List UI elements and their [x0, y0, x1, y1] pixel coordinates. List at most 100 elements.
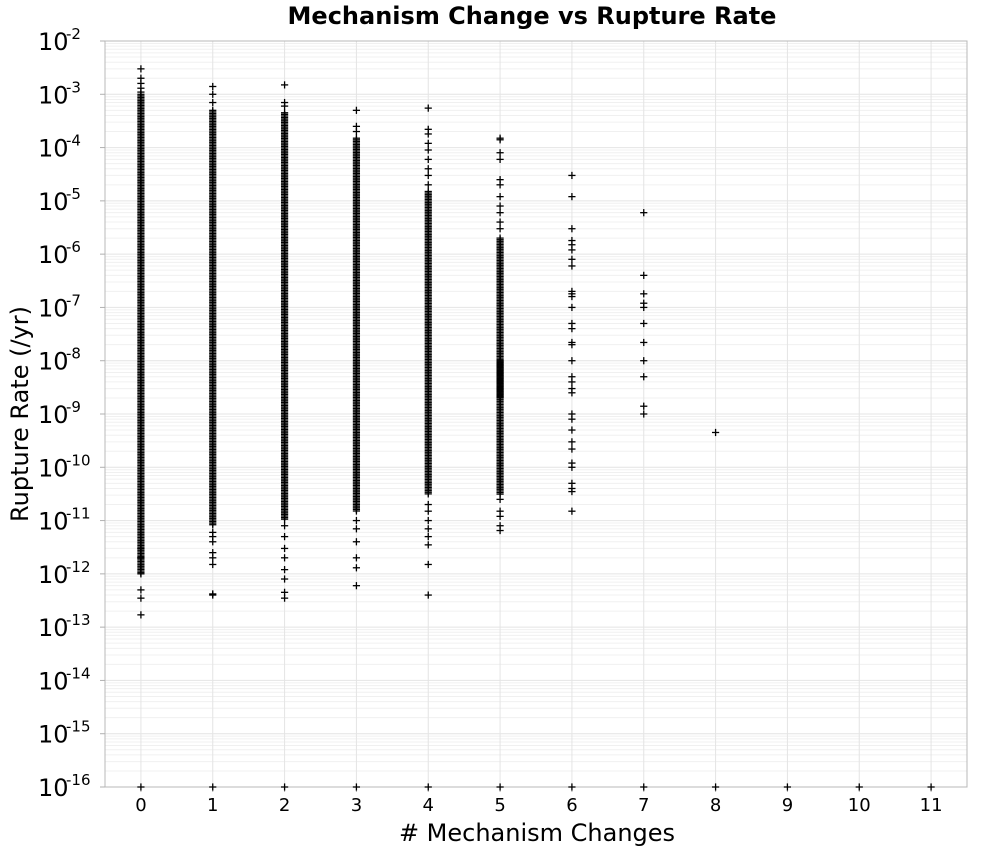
data-point [568, 783, 576, 791]
y-tick-base: 10 [38, 508, 69, 536]
y-tick-exponent: -3 [66, 78, 81, 96]
data-point [352, 783, 361, 791]
x-tick-label: 11 [920, 795, 943, 816]
y-tick-exponent: -4 [66, 132, 81, 150]
y-tick-exponent: -10 [66, 451, 91, 469]
data-point [568, 246, 576, 254]
y-tick-exponent: -13 [66, 611, 91, 629]
data-point [352, 127, 361, 136]
data-point [568, 225, 576, 233]
data-point [280, 515, 289, 523]
y-tick-label: 10-9 [38, 398, 81, 429]
data-point [424, 130, 432, 138]
data-point [424, 139, 432, 147]
data-point [424, 560, 432, 569]
x-tick-label: 0 [135, 795, 146, 816]
x-tick-label: 9 [782, 795, 793, 816]
data-point [640, 303, 648, 312]
y-tick-exponent: -12 [66, 558, 91, 576]
data-point [496, 512, 504, 520]
data-point [568, 415, 576, 423]
y-tick-exponent: -9 [66, 398, 81, 416]
data-point [352, 564, 361, 572]
data-point [424, 155, 432, 163]
data-point [352, 507, 361, 515]
data-point [209, 90, 217, 98]
data-point [711, 428, 720, 437]
data-point [137, 594, 145, 602]
data-point [640, 338, 648, 347]
data-point [209, 783, 217, 791]
data-point [496, 218, 504, 226]
data-point [496, 209, 504, 217]
data-point [496, 149, 504, 157]
x-tick-label: 4 [423, 795, 434, 816]
y-tick-label: 10-12 [38, 558, 91, 589]
data-point [137, 783, 145, 791]
data-point [137, 88, 145, 96]
data-point [640, 373, 648, 381]
y-tick-base: 10 [38, 561, 69, 589]
data-point [568, 487, 576, 496]
data-point [280, 81, 289, 89]
x-tick-label: 7 [638, 795, 649, 816]
y-tick-label: 10-7 [38, 291, 81, 322]
data-point [209, 521, 217, 529]
y-tick-label: 10-4 [38, 132, 81, 163]
data-point [137, 586, 145, 594]
y-tick-label: 10-8 [38, 345, 81, 376]
data-point [352, 538, 361, 546]
y-tick-base: 10 [38, 348, 69, 376]
x-tick-label: 1 [207, 795, 218, 816]
y-tick-base: 10 [38, 81, 69, 109]
data-point [424, 507, 432, 515]
data-point [568, 463, 576, 471]
y-tick-base: 10 [38, 454, 69, 482]
data-point [424, 490, 432, 498]
data-point [496, 181, 504, 189]
data-point [424, 165, 432, 173]
x-tick-label: 5 [494, 795, 505, 816]
data-point [640, 410, 648, 418]
y-tick-label: 10-10 [38, 451, 91, 482]
data-point [568, 426, 576, 434]
data-point [568, 262, 576, 270]
data-point [568, 438, 576, 446]
y-tick-exponent: -7 [66, 291, 81, 309]
x-tick-label: 10 [848, 795, 871, 816]
y-tick-exponent: -2 [66, 25, 81, 43]
y-tick-base: 10 [38, 774, 69, 802]
grid [105, 40, 967, 788]
data-point [137, 570, 145, 578]
data-point [280, 594, 289, 602]
data-point [568, 445, 576, 453]
y-tick-exponent: -14 [66, 664, 91, 682]
data-point [280, 783, 289, 791]
y-tick-base: 10 [38, 667, 69, 695]
x-tick-label: 8 [710, 795, 721, 816]
data-point [424, 541, 432, 549]
y-tick-base: 10 [38, 614, 69, 642]
data-point [424, 171, 432, 180]
data-point [783, 783, 792, 791]
data-point [352, 106, 361, 114]
axis-ticks: 0 1 2 3 4 5 6 7 8 9 10 1110-210-310-410-510-610-710… [38, 25, 943, 816]
data-point [568, 171, 576, 180]
data-point [352, 516, 361, 525]
data-point [424, 516, 432, 525]
y-tick-base: 10 [38, 188, 69, 216]
data-point [568, 389, 576, 397]
data-point [496, 495, 504, 503]
data-point [568, 303, 576, 312]
y-tick-base: 10 [38, 241, 69, 269]
y-tick-label: 10-16 [38, 771, 91, 802]
data-point [137, 554, 145, 562]
data-point [424, 181, 432, 189]
y-tick-label: 10-2 [38, 25, 81, 56]
y-tick-label: 10-15 [38, 718, 91, 749]
data-point [927, 783, 935, 791]
data-point [640, 357, 648, 365]
data-point [711, 783, 720, 791]
data-point [280, 544, 289, 553]
